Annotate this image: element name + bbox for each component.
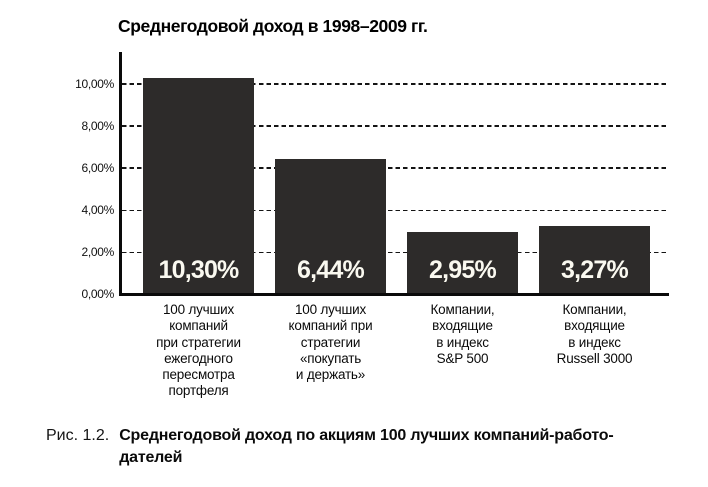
chart-title: Среднегодовой доход в 1998–2009 гг.: [118, 16, 428, 36]
bar-value-label: 2,95%: [429, 256, 497, 285]
gridline-4,00%: [122, 209, 668, 212]
gridline-10,00%: [122, 83, 668, 85]
x-category-label-4: Компании, входящие в индекс Russell 3000: [556, 302, 633, 366]
y-tick-label: 6,00%: [81, 160, 114, 175]
y-tick-label: 8,00%: [81, 118, 114, 133]
y-tick-label: 4,00%: [81, 202, 114, 217]
gridline-6,00%: [122, 167, 668, 169]
y-axis-line: [119, 52, 122, 295]
y-tick-label: 2,00%: [81, 244, 114, 259]
bar-4: 3,27%: [539, 225, 650, 294]
bar-value-label: 3,27%: [561, 256, 629, 285]
bar-value-label: 10,30%: [158, 256, 240, 285]
figure-caption: Рис. 1.2. Среднегодовой доход по акциям …: [46, 425, 614, 468]
y-tick-label: 0,00%: [81, 287, 114, 301]
x-axis-line: [119, 292, 669, 296]
gridline-2,00%: [122, 251, 668, 254]
x-category-label-2: 100 лучших компаний при стратегии «покуп…: [288, 302, 373, 383]
bar-value-label: 6,44%: [297, 256, 365, 285]
gridline-8,00%: [122, 125, 668, 127]
x-category-label-3: Компании, входящие в индекс S&P 500: [430, 302, 495, 366]
bar-1: 10,30%: [143, 77, 254, 294]
figure-number: Рис. 1.2.: [46, 427, 110, 444]
y-tick-label: 10,00%: [75, 76, 114, 91]
figure-caption-text: Среднегодовой доход по акциям 100 лучших…: [119, 427, 614, 466]
bar-3: 2,95%: [407, 232, 518, 294]
x-category-label-1: 100 лучших компаний при стратегии ежегод…: [156, 302, 241, 399]
bar-2: 6,44%: [275, 158, 386, 294]
